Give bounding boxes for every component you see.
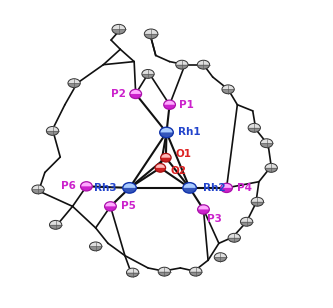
- Ellipse shape: [222, 85, 234, 94]
- Wedge shape: [127, 266, 139, 273]
- Ellipse shape: [221, 183, 232, 192]
- Ellipse shape: [142, 70, 154, 78]
- Wedge shape: [222, 89, 234, 95]
- Text: Rh3: Rh3: [94, 183, 117, 193]
- Ellipse shape: [123, 183, 136, 193]
- Wedge shape: [222, 83, 234, 89]
- Ellipse shape: [127, 268, 139, 277]
- Ellipse shape: [161, 153, 171, 162]
- Wedge shape: [155, 168, 166, 173]
- Ellipse shape: [50, 221, 62, 229]
- Ellipse shape: [81, 182, 92, 191]
- Wedge shape: [68, 83, 80, 89]
- Wedge shape: [189, 265, 202, 272]
- Wedge shape: [197, 65, 209, 71]
- Ellipse shape: [90, 242, 102, 251]
- Text: O1: O1: [176, 149, 192, 159]
- Text: P4: P4: [237, 183, 252, 193]
- Wedge shape: [130, 94, 142, 100]
- Wedge shape: [248, 128, 260, 134]
- Ellipse shape: [183, 183, 196, 193]
- Text: Rh2: Rh2: [202, 183, 225, 193]
- Wedge shape: [81, 186, 92, 192]
- Wedge shape: [46, 131, 59, 137]
- Wedge shape: [142, 68, 154, 74]
- Wedge shape: [183, 188, 196, 195]
- Wedge shape: [158, 265, 170, 272]
- Wedge shape: [160, 132, 173, 139]
- Ellipse shape: [248, 124, 260, 132]
- Wedge shape: [90, 240, 102, 246]
- Wedge shape: [260, 143, 273, 149]
- Wedge shape: [32, 189, 44, 196]
- Ellipse shape: [260, 139, 273, 148]
- Wedge shape: [214, 257, 226, 263]
- Text: P5: P5: [121, 201, 136, 211]
- Wedge shape: [112, 29, 126, 36]
- Wedge shape: [240, 216, 253, 222]
- Wedge shape: [50, 225, 62, 231]
- Text: P1: P1: [179, 100, 194, 110]
- Ellipse shape: [160, 127, 173, 138]
- Wedge shape: [144, 34, 158, 41]
- Ellipse shape: [251, 197, 263, 206]
- Ellipse shape: [214, 253, 226, 261]
- Text: O2: O2: [170, 166, 186, 176]
- Ellipse shape: [32, 185, 44, 194]
- Text: Rh1: Rh1: [178, 128, 201, 137]
- Wedge shape: [161, 158, 171, 163]
- Wedge shape: [197, 209, 209, 215]
- Ellipse shape: [155, 164, 166, 172]
- Wedge shape: [50, 219, 62, 225]
- Wedge shape: [123, 188, 136, 195]
- Wedge shape: [176, 65, 188, 71]
- Wedge shape: [32, 183, 44, 189]
- Wedge shape: [251, 196, 263, 202]
- Ellipse shape: [46, 127, 59, 135]
- Wedge shape: [221, 188, 232, 194]
- Wedge shape: [164, 105, 175, 111]
- Wedge shape: [189, 272, 202, 278]
- Wedge shape: [90, 246, 102, 253]
- Wedge shape: [265, 168, 277, 174]
- Wedge shape: [251, 202, 263, 208]
- Wedge shape: [158, 272, 170, 278]
- Wedge shape: [214, 251, 226, 257]
- Ellipse shape: [158, 267, 170, 276]
- Text: P2: P2: [111, 89, 126, 99]
- Wedge shape: [105, 206, 116, 212]
- Wedge shape: [68, 77, 80, 83]
- Ellipse shape: [176, 60, 188, 69]
- Wedge shape: [176, 59, 188, 65]
- Wedge shape: [240, 222, 253, 228]
- Ellipse shape: [112, 24, 126, 34]
- Ellipse shape: [228, 233, 240, 242]
- Wedge shape: [228, 238, 240, 244]
- Ellipse shape: [68, 79, 80, 87]
- Ellipse shape: [130, 89, 142, 99]
- Wedge shape: [228, 232, 240, 238]
- Wedge shape: [265, 162, 277, 168]
- Wedge shape: [112, 22, 126, 29]
- Text: P3: P3: [206, 214, 221, 224]
- Ellipse shape: [189, 267, 202, 276]
- Ellipse shape: [105, 202, 116, 211]
- Ellipse shape: [265, 164, 277, 172]
- Text: P6: P6: [61, 181, 76, 191]
- Wedge shape: [127, 273, 139, 279]
- Ellipse shape: [197, 205, 209, 214]
- Wedge shape: [248, 122, 260, 128]
- Ellipse shape: [240, 217, 253, 226]
- Wedge shape: [197, 59, 209, 65]
- Ellipse shape: [144, 29, 158, 39]
- Wedge shape: [260, 137, 273, 143]
- Wedge shape: [46, 125, 59, 131]
- Ellipse shape: [164, 100, 175, 109]
- Wedge shape: [144, 27, 158, 34]
- Wedge shape: [142, 74, 154, 80]
- Ellipse shape: [197, 60, 209, 69]
